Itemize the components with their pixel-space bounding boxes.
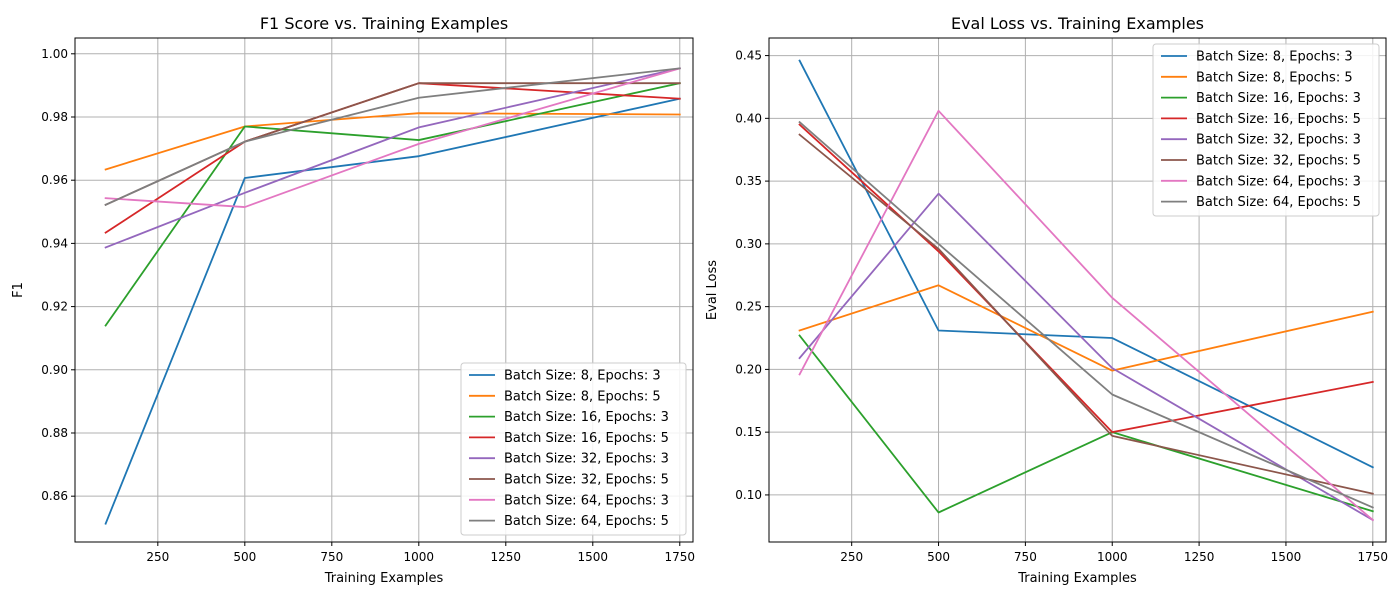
ticks: 250 500 750 1000 1250 1500 1750 0.86 0.88 0.90 0.9… bbox=[41, 47, 695, 564]
x-tick-label: 500 bbox=[233, 550, 256, 564]
x-tick-label: 500 bbox=[927, 550, 950, 564]
y-tick-label: 0.40 bbox=[735, 111, 762, 125]
x-tick-label: 1500 bbox=[1271, 550, 1302, 564]
x-tick-label: 1750 bbox=[1358, 550, 1389, 564]
legend-label: Batch Size: 32, Epochs: 3 bbox=[1196, 133, 1361, 148]
ticks: 250 500 750 1000 1250 1500 1750 0.10 0.15 0.20 0.2… bbox=[735, 49, 1388, 564]
series-line bbox=[798, 109, 1375, 522]
y-axis-label: Eval Loss bbox=[705, 260, 720, 320]
series-line bbox=[104, 82, 681, 234]
series-line bbox=[798, 133, 1374, 495]
legend-label: Batch Size: 16, Epochs: 5 bbox=[1196, 112, 1361, 127]
x-tick-label: 1250 bbox=[1184, 550, 1215, 564]
x-tick-label: 1000 bbox=[1097, 550, 1128, 564]
legend-label: Batch Size: 8, Epochs: 5 bbox=[504, 389, 661, 404]
legend-label: Batch Size: 16, Epochs: 3 bbox=[1196, 91, 1361, 106]
x-axis-label: Training Examples bbox=[324, 571, 444, 586]
x-tick-label: 250 bbox=[840, 550, 863, 564]
legend-label: Batch Size: 32, Epochs: 5 bbox=[504, 473, 669, 488]
plot-frame bbox=[74, 37, 694, 543]
plot-frame bbox=[768, 37, 1387, 543]
x-tick-label: 750 bbox=[320, 550, 343, 564]
y-tick-label: 0.10 bbox=[735, 488, 762, 502]
f1-chart: F1 Score vs. Training Examples Training … bbox=[11, 14, 695, 586]
series-line bbox=[798, 334, 1374, 514]
series-line bbox=[104, 67, 681, 207]
series-lines bbox=[104, 67, 681, 525]
x-tick-label: 250 bbox=[146, 550, 169, 564]
legend-label: Batch Size: 16, Epochs: 3 bbox=[504, 410, 669, 425]
y-tick-label: 0.20 bbox=[735, 362, 762, 376]
legend-box bbox=[460, 362, 687, 536]
x-tick-label: 1500 bbox=[578, 550, 609, 564]
legend-label: Batch Size: 8, Epochs: 3 bbox=[1196, 50, 1353, 65]
legend-label: Batch Size: 8, Epochs: 5 bbox=[1196, 70, 1353, 85]
legend-label: Batch Size: 32, Epochs: 3 bbox=[504, 452, 669, 467]
legend-label: Batch Size: 64, Epochs: 5 bbox=[1196, 195, 1361, 210]
x-tick-label: 750 bbox=[1014, 550, 1037, 564]
y-axis-label: F1 bbox=[11, 282, 26, 298]
series-lines bbox=[798, 59, 1375, 522]
legend: Batch Size: 8, Epochs: 3 Batch Size: 8, E… bbox=[460, 362, 687, 536]
y-tick-label: 0.92 bbox=[41, 300, 68, 314]
chart-title: F1 Score vs. Training Examples bbox=[260, 14, 508, 33]
legend: Batch Size: 8, Epochs: 3 Batch Size: 8, E… bbox=[1152, 43, 1380, 217]
y-tick-label: 0.35 bbox=[735, 174, 762, 188]
y-tick-label: 0.30 bbox=[735, 237, 762, 251]
legend-label: Batch Size: 64, Epochs: 3 bbox=[504, 493, 669, 508]
x-tick-label: 1000 bbox=[404, 550, 435, 564]
y-tick-label: 0.90 bbox=[41, 363, 68, 377]
legend-label: Batch Size: 64, Epochs: 3 bbox=[1196, 174, 1361, 189]
series-line bbox=[104, 97, 681, 525]
series-line bbox=[798, 192, 1375, 522]
series-line bbox=[798, 59, 1375, 469]
series-line bbox=[104, 112, 681, 171]
y-tick-label: 0.88 bbox=[41, 426, 68, 440]
x-tick-label: 1250 bbox=[491, 550, 522, 564]
series-line bbox=[104, 82, 681, 327]
y-tick-label: 1.00 bbox=[41, 47, 68, 61]
y-tick-label: 0.98 bbox=[41, 110, 68, 124]
y-tick-label: 0.94 bbox=[41, 236, 68, 250]
legend-label: Batch Size: 8, Epochs: 3 bbox=[504, 369, 661, 384]
x-tick-label: 1750 bbox=[665, 550, 696, 564]
legend-box bbox=[1152, 43, 1380, 217]
legend-label: Batch Size: 64, Epochs: 5 bbox=[504, 514, 669, 529]
y-tick-label: 0.96 bbox=[41, 173, 68, 187]
x-axis-label: Training Examples bbox=[1017, 571, 1137, 586]
series-line bbox=[798, 284, 1374, 372]
series-line bbox=[104, 67, 681, 249]
y-tick-label: 0.25 bbox=[735, 300, 762, 314]
series-line bbox=[104, 67, 681, 208]
eval-loss-chart: Eval Loss vs. Training Examples Training… bbox=[705, 14, 1388, 586]
legend-label: Batch Size: 16, Epochs: 5 bbox=[504, 431, 669, 446]
y-tick-label: 0.86 bbox=[41, 489, 68, 503]
y-tick-label: 0.45 bbox=[735, 49, 762, 63]
chart-title: Eval Loss vs. Training Examples bbox=[951, 14, 1204, 33]
series-line bbox=[798, 120, 1374, 509]
y-tick-label: 0.15 bbox=[735, 425, 762, 439]
grid bbox=[75, 38, 693, 542]
legend-label: Batch Size: 32, Epochs: 5 bbox=[1196, 154, 1361, 169]
